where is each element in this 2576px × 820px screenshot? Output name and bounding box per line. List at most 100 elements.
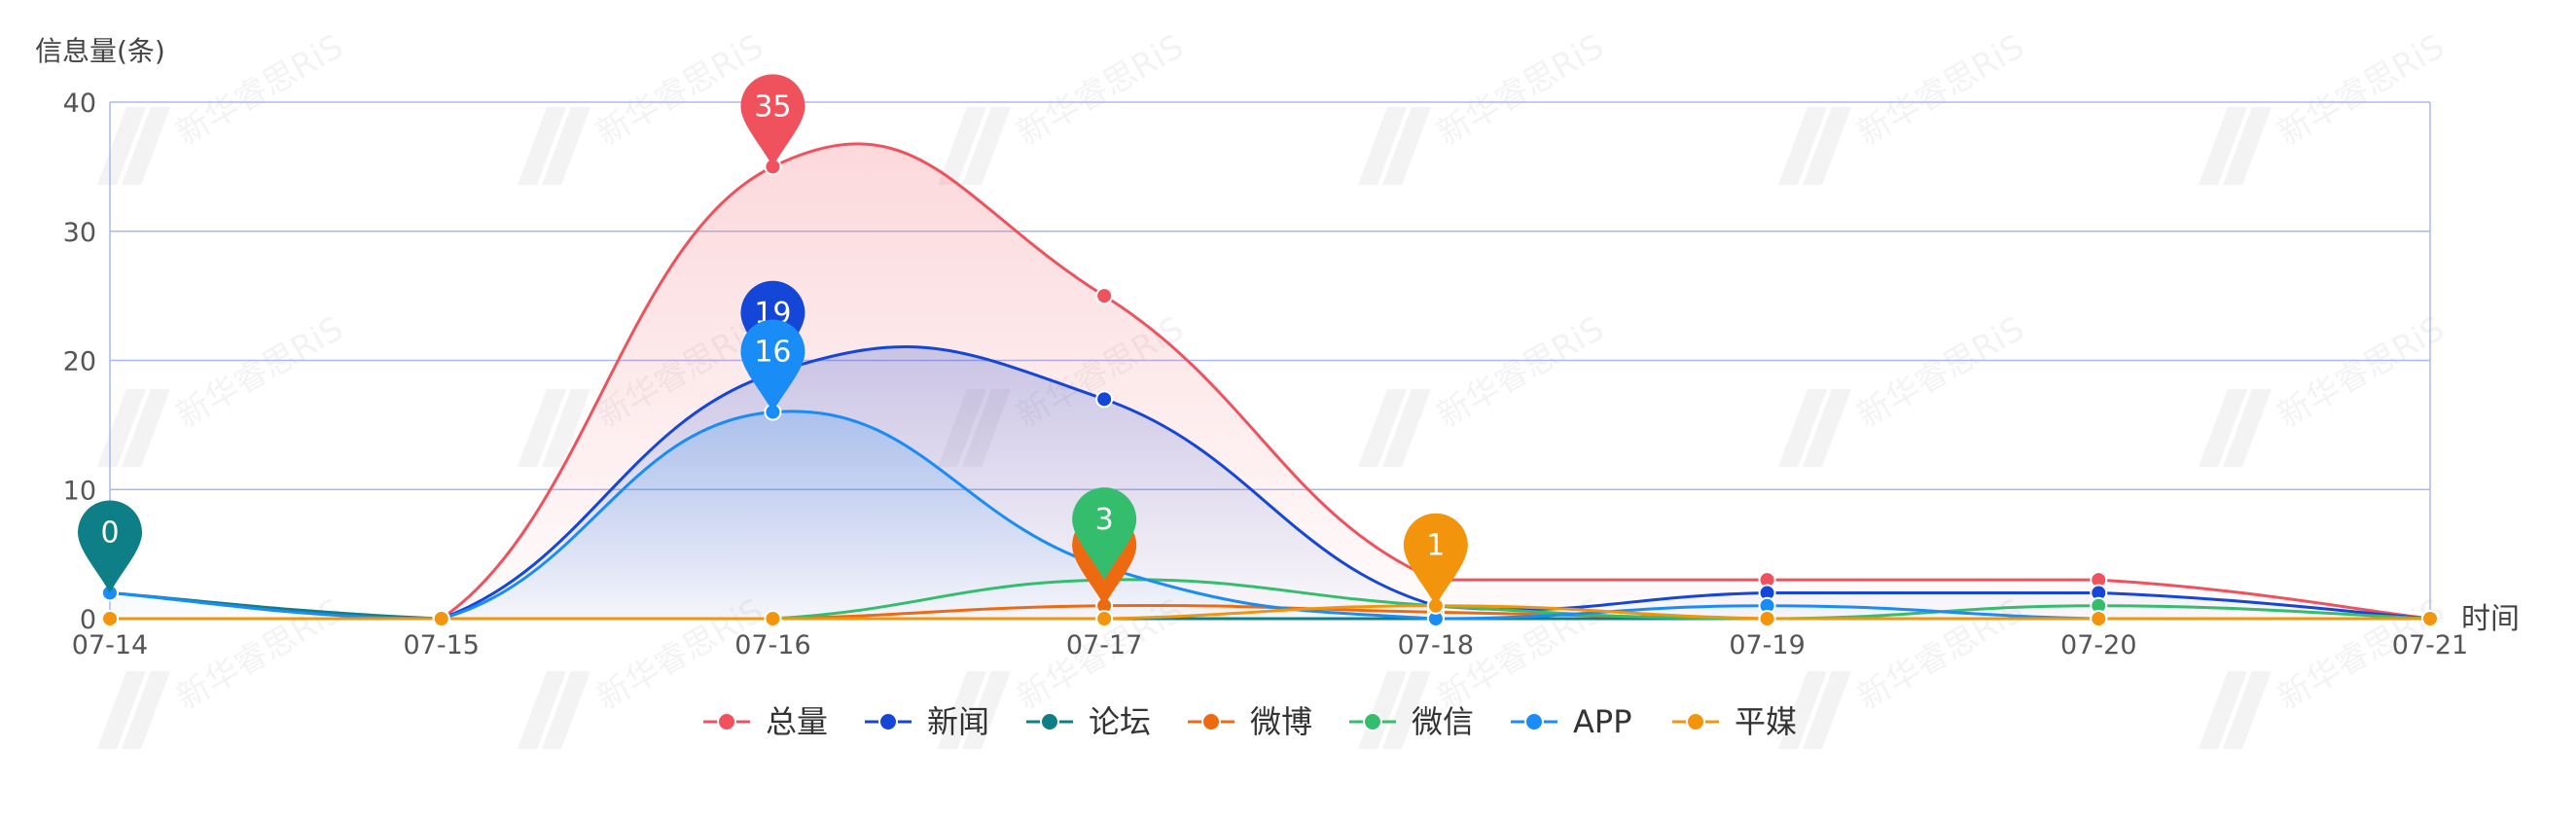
peak-value-label: 16 [754,336,791,370]
legend-dot-icon [1363,712,1382,731]
y-tick-label: 40 [63,89,96,119]
series-line-print [110,604,2430,621]
watermark-logo-icon [518,671,566,749]
peak-value-label: 0 [100,516,119,550]
watermark-text: 新华睿思RiS [1431,27,1611,154]
peak-pin-forum: 0 [78,500,142,593]
legend-item-app[interactable]: APP [1511,703,1631,740]
peak-pin-total: 35 [740,74,805,167]
watermark-logo-icon [518,107,566,185]
watermark-text: 新华睿思RiS [590,27,770,154]
x-tick-label: 07-14 [72,630,148,660]
watermark-logo-icon [2199,671,2247,749]
x-tick-label: 07-20 [2060,630,2136,660]
watermark-logo-icon [2199,389,2247,467]
legend-item-weibo[interactable]: 微博 [1188,703,1312,740]
legend-item-print[interactable]: 平媒 [1672,703,1797,740]
watermark-text: 新华睿思RiS [1851,309,2031,436]
area-layer [110,143,2430,619]
watermark-text: 新华睿思RiS [2272,27,2451,154]
y-tick-label: 10 [63,476,96,506]
watermark-logo-icon [542,107,590,185]
watermark-logo-icon [1803,389,1851,467]
watermark-logo-icon [938,107,986,185]
watermark-logo-icon [938,671,986,749]
legend-item-wechat[interactable]: 微信 [1349,703,1474,740]
legend-label: 论坛 [1089,703,1151,740]
data-point-print [101,610,119,627]
watermark-logo-icon [2223,107,2272,185]
data-point-print [2090,610,2108,627]
x-axis-title: 时间 [2461,602,2520,636]
watermark-tile: 新华睿思RiS [97,309,350,467]
legend-item-total[interactable]: 总量 [703,703,828,740]
line-layer [109,142,2431,621]
watermark-logo-icon [518,389,566,467]
watermark-logo-icon [1803,671,1851,749]
legend-dot-icon [1524,712,1544,731]
peak-value-label: 1 [1426,529,1445,563]
watermark-text: 新华睿思RiS [2272,309,2451,436]
watermark-logo-icon [1382,389,1431,467]
y-axis-title: 信息量(条) [35,35,165,67]
watermark-tile: 新华睿思RiS [938,27,1191,185]
legend-layer: 总量 新闻 论坛 微博 微信 APP 平媒 [703,703,1797,740]
legend-dot-icon [717,712,736,731]
data-point-print [1758,610,1776,627]
watermark-text: 新华睿思RiS [170,309,350,436]
legend-dot-icon [1201,712,1221,731]
legend-item-news[interactable]: 新闻 [865,703,989,740]
watermark-tile: 新华睿思RiS [1778,309,2031,467]
watermark-logo-icon [1778,107,1827,185]
legend-dot-icon [878,712,898,731]
x-tick-label: 07-18 [1398,630,1474,660]
watermark-tile: 新华睿思RiS [2199,27,2451,185]
watermark-logo-icon [2199,107,2247,185]
watermark-logo-icon [542,389,590,467]
watermark-logo-icon [1358,389,1407,467]
watermark-logo-icon [542,671,590,749]
map-pin-icon [1403,513,1468,606]
watermark-tile: 新华睿思RiS [1358,309,1611,467]
watermark-text: 新华睿思RiS [1431,309,1611,436]
watermark-text: 新华睿思RiS [170,27,350,154]
y-tick-label: 30 [63,218,96,248]
watermark-logo-icon [122,389,170,467]
x-tick-label: 07-15 [403,630,479,660]
legend-label: APP [1573,703,1631,740]
series-line-total [110,142,2431,621]
legend-label: 新闻 [927,703,989,740]
legend-dot-icon [1686,712,1705,731]
watermark-logo-icon [1778,671,1827,749]
watermark-logo-icon [1382,671,1431,749]
data-point-print [2421,610,2439,627]
pin-layer: 3519013161 [78,74,1468,606]
x-tick-label: 07-17 [1066,630,1142,660]
data-point-print [764,610,782,627]
x-tick-label: 07-19 [1729,630,1805,660]
watermark-logo-icon [2223,389,2272,467]
legend-item-forum[interactable]: 论坛 [1026,703,1151,740]
peak-value-label: 3 [1095,503,1114,537]
legend-label: 平媒 [1735,703,1797,740]
legend-label: 微信 [1412,703,1474,740]
watermark-text: 新华睿思RiS [1851,27,2031,154]
legend-label: 微博 [1250,703,1312,740]
watermark-logo-icon [97,671,146,749]
peak-pin-wechat: 3 [1072,487,1137,581]
x-tick-label: 07-21 [2392,630,2468,660]
watermark-logo-icon [1778,389,1827,467]
watermark-logo-icon [962,671,1011,749]
watermark-tile: 新华睿思RiS [1358,27,1611,185]
y-tick-label: 20 [63,347,96,377]
data-point-total [1095,287,1114,305]
legend-dot-icon [1040,712,1059,731]
watermark-tile: 新华睿思RiS [518,27,770,185]
watermark-logo-icon [122,671,170,749]
watermark-logo-icon [2223,671,2272,749]
watermark-tile: 新华睿思RiS [2199,309,2451,467]
data-point-print [432,610,450,627]
series-line-news [110,345,2431,621]
